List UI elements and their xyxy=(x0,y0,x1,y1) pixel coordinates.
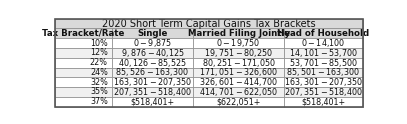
Bar xyxy=(55,48,112,58)
Bar xyxy=(284,48,363,58)
Text: $80,251 - $171,050: $80,251 - $171,050 xyxy=(201,57,276,69)
Bar xyxy=(284,38,363,48)
Text: $9,876 - $40,125: $9,876 - $40,125 xyxy=(120,47,184,59)
Text: $0 - $9,875: $0 - $9,875 xyxy=(133,37,172,49)
Bar xyxy=(55,58,112,67)
Text: $19,751 - $80,250: $19,751 - $80,250 xyxy=(204,47,273,59)
Bar xyxy=(112,97,193,107)
Text: $207,351 - $518,400: $207,351 - $518,400 xyxy=(113,86,192,98)
Text: 37%: 37% xyxy=(90,97,108,106)
Bar xyxy=(193,48,284,58)
Text: $414,701 - $622,050: $414,701 - $622,050 xyxy=(199,86,278,98)
Bar xyxy=(112,38,193,48)
Bar xyxy=(193,77,284,87)
Text: 22%: 22% xyxy=(90,58,108,67)
Text: Head of Household: Head of Household xyxy=(277,29,369,38)
Bar xyxy=(193,38,284,48)
Bar xyxy=(55,38,112,48)
Bar xyxy=(112,87,193,97)
Text: $518,401+: $518,401+ xyxy=(130,97,175,106)
Bar xyxy=(55,19,363,29)
Bar xyxy=(193,97,284,107)
Text: $85,501 - $163,300: $85,501 - $163,300 xyxy=(286,66,360,78)
Text: 2020 Short Term Capital Gains Tax Brackets: 2020 Short Term Capital Gains Tax Bracke… xyxy=(102,19,315,29)
Text: $518,401+: $518,401+ xyxy=(301,97,345,106)
Bar xyxy=(55,67,112,77)
Bar xyxy=(55,29,112,38)
Text: $326,601 - $414,700: $326,601 - $414,700 xyxy=(199,76,278,88)
Text: $0 - $19,750: $0 - $19,750 xyxy=(217,37,261,49)
Text: $85,526 - $163,300: $85,526 - $163,300 xyxy=(116,66,189,78)
Bar xyxy=(284,29,363,38)
Text: $171,051 - $326,600: $171,051 - $326,600 xyxy=(199,66,278,78)
Bar xyxy=(284,67,363,77)
Text: $163,301 - $207,350: $163,301 - $207,350 xyxy=(284,76,363,88)
Bar xyxy=(284,77,363,87)
Text: Single: Single xyxy=(137,29,168,38)
Bar xyxy=(112,77,193,87)
Bar xyxy=(193,67,284,77)
Text: $622,051+: $622,051+ xyxy=(217,97,261,106)
Bar xyxy=(193,58,284,67)
Bar xyxy=(284,97,363,107)
Text: $14,101 - $53,700: $14,101 - $53,700 xyxy=(289,47,358,59)
Text: $0 - $14,100: $0 - $14,100 xyxy=(301,37,346,49)
Text: Married Filing Jointly: Married Filing Jointly xyxy=(188,29,290,38)
Text: 12%: 12% xyxy=(90,48,108,57)
Bar xyxy=(112,58,193,67)
Text: $163,301 - $207,350: $163,301 - $207,350 xyxy=(113,76,192,88)
Bar xyxy=(55,97,112,107)
Bar xyxy=(112,48,193,58)
Text: 24%: 24% xyxy=(90,68,108,77)
Text: $40,126 - $85,525: $40,126 - $85,525 xyxy=(118,57,187,69)
Bar xyxy=(284,58,363,67)
Text: 32%: 32% xyxy=(90,78,108,87)
Bar xyxy=(193,87,284,97)
Text: $207,351 - $518,400: $207,351 - $518,400 xyxy=(284,86,363,98)
Bar xyxy=(55,87,112,97)
Text: $53,701 - $85,500: $53,701 - $85,500 xyxy=(289,57,358,69)
Bar xyxy=(112,67,193,77)
Text: 35%: 35% xyxy=(90,87,108,96)
Bar xyxy=(55,77,112,87)
Text: 10%: 10% xyxy=(90,39,108,48)
Bar xyxy=(193,29,284,38)
Bar xyxy=(112,29,193,38)
Bar xyxy=(284,87,363,97)
Text: Tax Bracket/Rate: Tax Bracket/Rate xyxy=(42,29,124,38)
